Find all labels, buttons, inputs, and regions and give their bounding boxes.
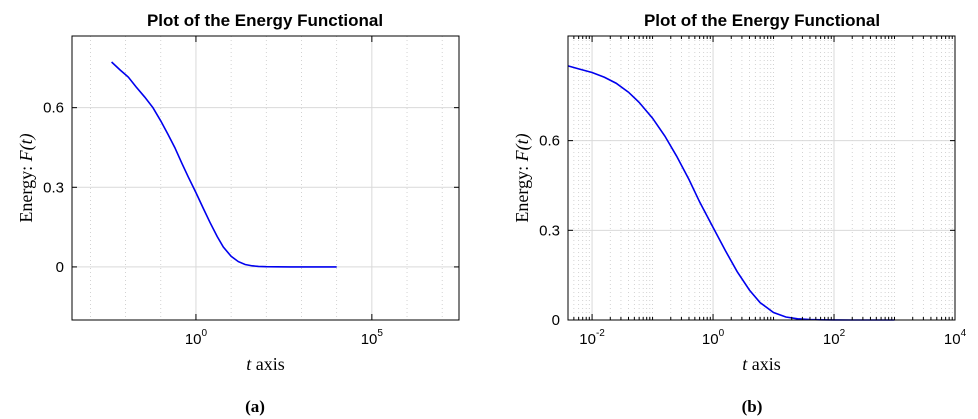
panel-b-x-axis-label: t axis bbox=[742, 354, 781, 374]
panel-b-y-tick-label: 0.3 bbox=[539, 222, 560, 239]
panel-a-y-tick-label: 0.3 bbox=[43, 179, 64, 196]
panel-b-x-tick-label: 102 bbox=[823, 328, 846, 348]
panel-b-caption: (b) bbox=[742, 397, 763, 416]
panel-a-x-tick-label: 105 bbox=[361, 328, 384, 348]
panel-b-y-axis-label: Energy: F(t) bbox=[512, 133, 533, 222]
panel-b-x-tick-label: 104 bbox=[944, 328, 967, 348]
panel-b-y-tick-label: 0 bbox=[552, 312, 560, 329]
panel-a-y-axis-label: Energy: F(t) bbox=[16, 133, 37, 222]
panel-a-energy-chart: Plot of the Energy Functional (a) 0 0.3 0.… bbox=[16, 11, 460, 416]
panel-b-y-tick-label: 0.6 bbox=[539, 133, 560, 150]
panel-b-grid bbox=[568, 36, 956, 321]
panel-b-x-tick-label: 10-2 bbox=[579, 328, 605, 348]
panel-a-x-axis-label: t axis bbox=[246, 354, 285, 374]
panel-b-title: Plot of the Energy Functional bbox=[644, 11, 880, 30]
panel-b-x-tick-label: 100 bbox=[702, 328, 725, 348]
panel-a-y-tick-label: 0 bbox=[56, 259, 64, 276]
panel-b-plot-frame bbox=[567, 35, 956, 321]
panel-a-x-tick-label: 100 bbox=[185, 328, 208, 348]
panel-a-energy-curve bbox=[111, 61, 337, 268]
panel-a-caption: (a) bbox=[245, 397, 265, 416]
panel-b-energy-chart: Plot of the Energy Functional (b) 0 0.3 0.… bbox=[512, 11, 967, 416]
panel-a-y-tick-label: 0.6 bbox=[43, 100, 64, 117]
panel-a-plot-frame bbox=[71, 35, 460, 321]
panel-a-title: Plot of the Energy Functional bbox=[147, 11, 383, 30]
